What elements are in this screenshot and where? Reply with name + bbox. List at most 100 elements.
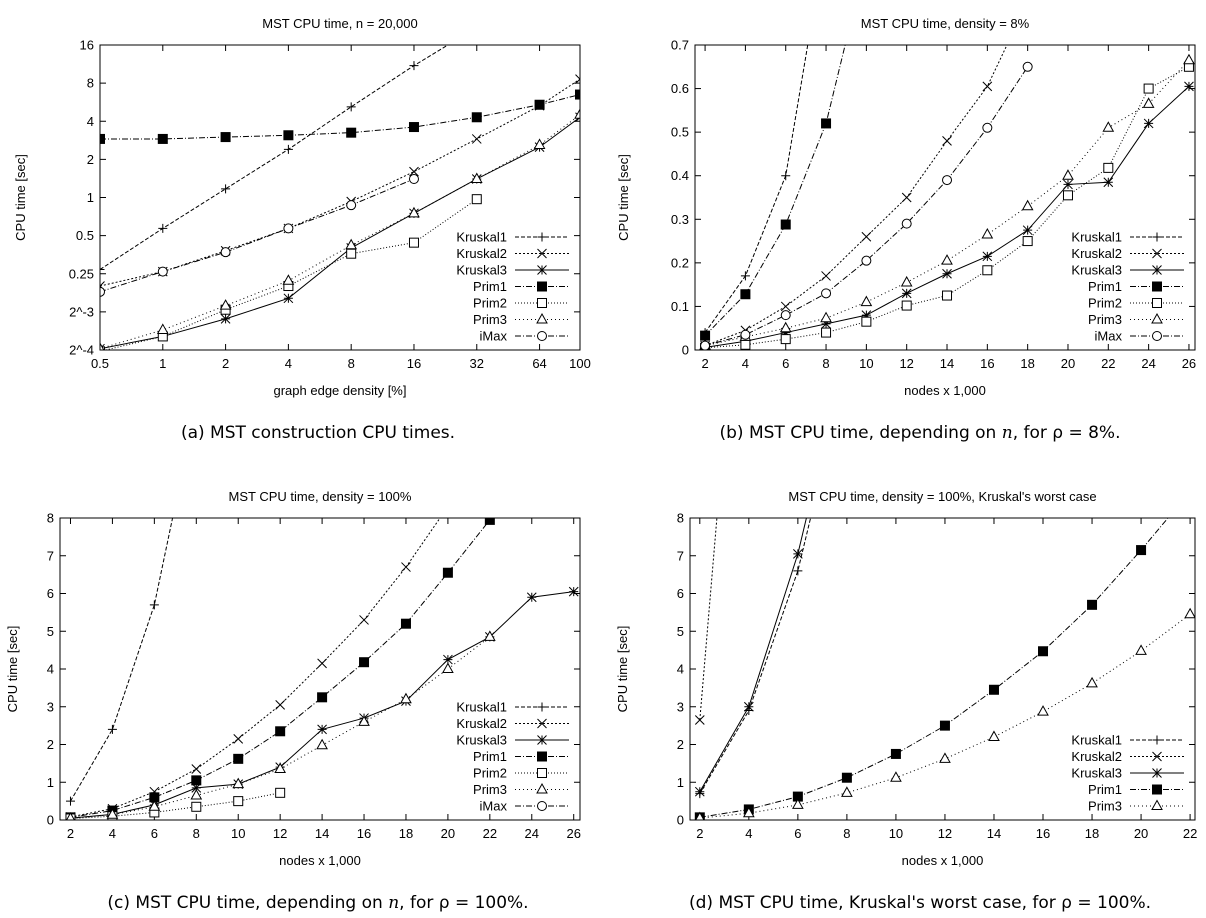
x-axis-label: nodes x 1,000 <box>904 383 986 398</box>
y-tick-label: 2^-3 <box>69 304 94 319</box>
data-point-prim1 <box>1038 646 1049 657</box>
data-point-prim1 <box>841 772 852 783</box>
series-line-imax <box>100 178 415 293</box>
data-point-kruskal1 <box>781 171 791 181</box>
data-point-prim3 <box>274 762 287 774</box>
x-tick-label: 4 <box>109 826 116 841</box>
x-tick-label: 20 <box>441 826 455 841</box>
legend-label-prim2: Prim2 <box>473 766 507 781</box>
x-tick-label: 0.5 <box>91 356 109 371</box>
data-point-kruskal1 <box>472 23 481 32</box>
data-point-kruskal2 <box>694 715 705 725</box>
data-point-prim3 <box>533 138 546 149</box>
data-point-prim1 <box>233 753 244 764</box>
series-line-kruskal3 <box>699 518 807 792</box>
x-tick-label: 16 <box>407 356 421 371</box>
x-tick-label: 32 <box>470 356 484 371</box>
x-tick-label: 2 <box>696 826 703 841</box>
data-point-prim3 <box>100 342 105 350</box>
data-point-kruskal2 <box>233 733 244 744</box>
data-point-prim1 <box>1186 487 1195 496</box>
data-point-imax <box>780 310 791 321</box>
data-point-kruskal2 <box>901 192 912 203</box>
data-point-prim3 <box>408 206 420 218</box>
x-tick-label: 8 <box>843 826 850 841</box>
x-tick-label: 26 <box>1182 356 1196 371</box>
x-tick-label: 1 <box>159 356 166 371</box>
data-point-prim3 <box>890 771 902 782</box>
data-point-prim3 <box>695 811 705 820</box>
data-point-prim2 <box>740 339 751 350</box>
legend-marker-prim3 <box>1151 312 1163 324</box>
data-point-prim3 <box>1142 97 1155 108</box>
y-tick-label: 1 <box>47 775 54 790</box>
data-point-prim3 <box>792 798 804 809</box>
data-point-prim2 <box>901 300 912 311</box>
data-point-kruskal1 <box>107 724 117 734</box>
x-tick-label: 2 <box>701 356 708 371</box>
y-tick-label: 5 <box>677 624 684 639</box>
data-point-prim1 <box>220 132 231 143</box>
data-point-prim3 <box>190 788 203 800</box>
data-point-imax <box>700 340 711 350</box>
legend-marker-kruskal2 <box>537 718 547 729</box>
x-tick-label: 20 <box>1061 356 1075 371</box>
data-point-prim2 <box>982 265 993 276</box>
legend-marker-prim3 <box>1151 799 1163 810</box>
data-point-kruskal2 <box>443 502 452 511</box>
data-point-prim3 <box>316 738 328 750</box>
legend-marker-prim2 <box>1152 298 1162 308</box>
y-tick-label: 2 <box>87 152 94 167</box>
data-point-kruskal3 <box>821 319 831 329</box>
data-point-imax <box>408 173 419 184</box>
chart-panel-b: MST CPU time, density = 8% nodes x 1,000 C… <box>616 16 1196 398</box>
plot-frame <box>689 517 1196 821</box>
legend-marker-imax <box>1152 331 1162 341</box>
x-tick-label: 2 <box>222 356 229 371</box>
data-point-prim1 <box>988 684 999 695</box>
data-point-kruskal1 <box>192 400 201 409</box>
x-tick-label: 8 <box>822 356 829 371</box>
y-axis-label: CPU time [sec] <box>13 154 28 241</box>
data-point-prim2 <box>275 787 286 798</box>
y-tick-label: 8 <box>87 76 94 91</box>
data-point-kruskal1 <box>100 265 105 275</box>
legend-label-prim3: Prim3 <box>473 782 507 797</box>
x-tick-label: 18 <box>399 826 413 841</box>
legend-marker-kruskal3 <box>1152 265 1162 275</box>
data-point-prim1 <box>317 692 328 703</box>
legend-marker-kruskal1 <box>1152 232 1162 242</box>
plot-area <box>699 45 1195 350</box>
data-point-kruskal1 <box>740 271 750 281</box>
caption-b: (b) MST CPU time, depending on n, for ρ … <box>720 423 1121 443</box>
legend-marker-prim1 <box>537 281 547 292</box>
legend-label-kruskal3: Kruskal3 <box>456 263 507 278</box>
x-tick-label: 8 <box>348 356 355 371</box>
x-tick-label: 22 <box>1183 826 1197 841</box>
x-tick-label: 18 <box>1020 356 1034 371</box>
data-point-imax <box>861 255 872 266</box>
data-point-prim2 <box>346 248 357 259</box>
data-point-prim3 <box>981 228 994 239</box>
x-tick-label: 6 <box>782 356 789 371</box>
legend-marker-kruskal3 <box>537 735 547 745</box>
x-tick-label: 64 <box>532 356 546 371</box>
data-point-prim3 <box>219 299 232 310</box>
y-tick-label: 8 <box>677 511 684 526</box>
caption-a: (a) MST construction CPU times. <box>181 423 455 443</box>
data-point-prim3 <box>1037 705 1049 716</box>
legend-marker-prim1 <box>537 751 547 762</box>
y-tick-label: 2 <box>47 737 54 752</box>
data-point-prim2 <box>821 327 832 338</box>
x-axis-label: nodes x 1,000 <box>279 853 361 868</box>
x-tick-label: 16 <box>357 826 371 841</box>
data-point-prim3 <box>939 752 951 763</box>
x-tick-label: 18 <box>1085 826 1099 841</box>
series-line-kruskal1 <box>70 518 174 802</box>
data-point-prim2 <box>861 316 872 327</box>
x-tick-label: 16 <box>980 356 994 371</box>
data-point-imax <box>740 329 751 340</box>
data-point-kruskal2 <box>275 700 286 710</box>
y-tick-label: 2^-4 <box>69 343 94 358</box>
